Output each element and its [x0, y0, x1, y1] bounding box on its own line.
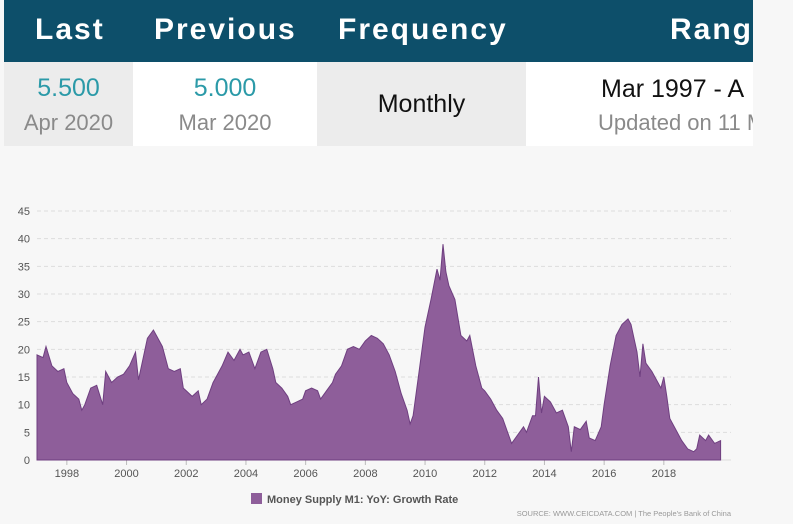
legend-label[interactable]: Money Supply M1: YoY: Growth Rate: [267, 494, 458, 506]
x-tick-label: 2018: [652, 468, 676, 480]
header-last: Last: [35, 13, 105, 46]
x-tick-label: 2010: [413, 468, 437, 480]
y-tick-label: 5: [24, 427, 30, 439]
y-tick-label: 15: [18, 372, 30, 384]
summary-values: 5.500 Apr 2020 5.000 Mar 2020 Monthly Ma…: [4, 62, 753, 146]
x-tick-label: 2000: [114, 468, 138, 480]
last-date: Apr 2020: [23, 110, 114, 135]
x-tick-label: 2002: [174, 468, 198, 480]
y-tick-label: 0: [24, 455, 30, 467]
x-axis-ticks: 1998 2000 2002 2004 2006 2008 2010 2012 2014 2016…: [55, 460, 676, 480]
x-tick-label: 2008: [353, 468, 377, 480]
y-tick-label: 35: [18, 261, 30, 273]
y-tick-label: 45: [18, 206, 30, 218]
last-cell: 5.500 Apr 2020: [4, 62, 133, 146]
y-tick-label: 25: [18, 317, 30, 329]
last-value: 5.500: [37, 74, 100, 102]
chart-container: 0 5 10 15 20 25 30 35 40 45 1998 2000 2002 2004 2006 2…: [0, 190, 793, 519]
header-frequency: Frequency: [338, 13, 508, 46]
x-tick-label: 1998: [55, 468, 79, 480]
legend-swatch[interactable]: [251, 493, 262, 504]
y-tick-label: 40: [18, 234, 30, 246]
x-tick-label: 2012: [472, 468, 496, 480]
growth-rate-chart: 0 5 10 15 20 25 30 35 40 45 1998 2000 2002 2004 2006 2…: [18, 206, 732, 518]
frequency-value: Monthly: [377, 90, 466, 118]
range-value: Mar 1997 - A: [601, 75, 745, 103]
previous-cell: 5.000 Mar 2020: [133, 62, 317, 146]
header-range: Rang: [670, 13, 753, 46]
previous-date: Mar 2020: [178, 110, 272, 135]
y-tick-label: 10: [18, 400, 30, 412]
x-tick-label: 2004: [234, 468, 258, 480]
previous-value: 5.000: [193, 74, 257, 102]
x-tick-label: 2006: [293, 468, 317, 480]
y-axis-ticks: 0 5 10 15 20 25 30 35 40 45: [18, 206, 30, 467]
series-area: [36, 244, 722, 461]
updated-date: Updated on 11 M: [598, 110, 753, 135]
frequency-cell: Monthly: [317, 62, 526, 146]
range-cell: Mar 1997 - A Updated on 11 M: [526, 62, 753, 146]
x-tick-label: 2016: [592, 468, 616, 480]
y-tick-label: 20: [18, 344, 30, 356]
y-tick-label: 30: [18, 289, 30, 301]
summary-header: Last Previous Frequency Rang: [4, 0, 753, 62]
source-note: SOURCE: WWW.CEICDATA.COM | The People's …: [517, 509, 732, 518]
x-tick-label: 2014: [532, 468, 556, 480]
header-previous: Previous: [154, 13, 297, 46]
